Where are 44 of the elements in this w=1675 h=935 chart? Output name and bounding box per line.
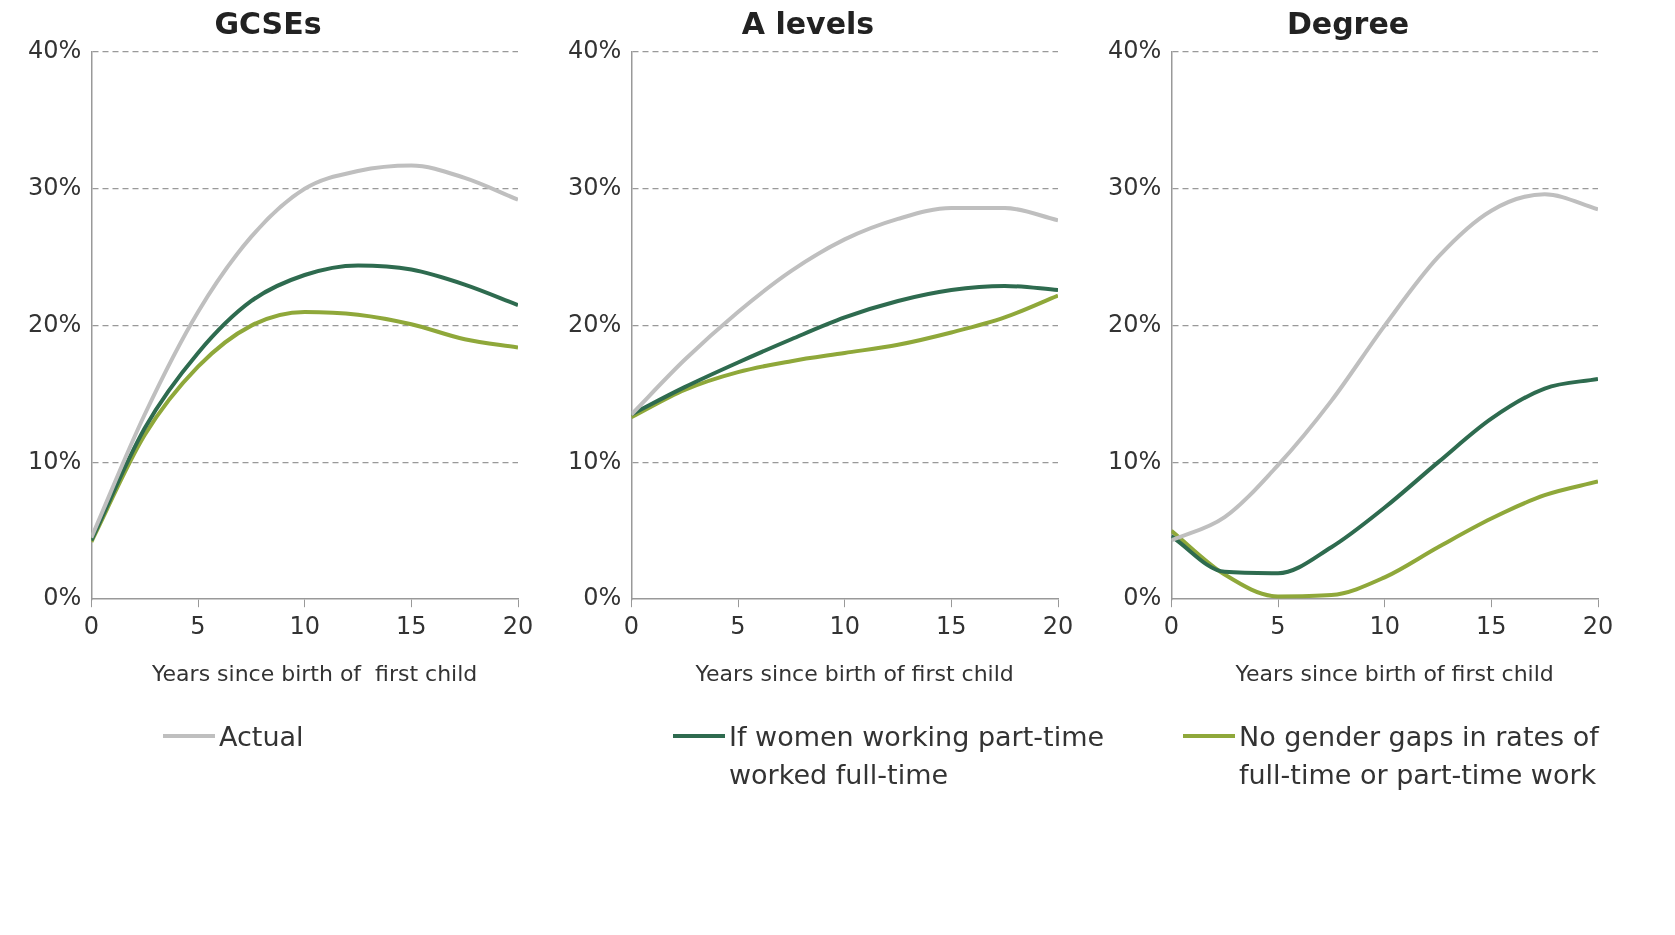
chart-title: GCSEs: [214, 5, 322, 41]
x-tick-label: 20: [1582, 611, 1614, 640]
x-tick-label: 20: [1042, 611, 1074, 640]
y-tick-label: 0%: [583, 583, 622, 612]
y-tick-label: 20%: [1108, 309, 1162, 338]
x-tick-label: 5: [1270, 611, 1286, 640]
x-tick-label: 0: [623, 611, 639, 640]
x-axis-title: Years since birth of first child: [694, 660, 1014, 686]
line-series: [1171, 192, 1598, 543]
y-tick-label: 0%: [43, 583, 82, 612]
legend-label: If women working part-time worked full-time: [729, 720, 1106, 792]
x-tick-label: 20: [502, 611, 534, 640]
y-tick-label: 40%: [28, 36, 82, 65]
line-series: [91, 263, 518, 543]
y-tick-label: 20%: [28, 309, 82, 338]
y-tick-label: 40%: [568, 36, 622, 65]
chart-title: Degree: [1286, 5, 1410, 41]
x-tick-label: 0: [1163, 611, 1179, 640]
x-tick-label: 5: [730, 611, 746, 640]
x-tick-label: 15: [936, 611, 967, 640]
x-tick-label: 10: [289, 611, 320, 640]
y-tick-label: 30%: [28, 173, 82, 202]
y-tick-label: 10%: [28, 446, 82, 475]
x-tick-label: 10: [829, 611, 860, 640]
legend-label: No gender gaps in rates of full-time or part-time work: [1239, 720, 1601, 792]
x-axis-title: Years since birth of first child: [151, 660, 478, 686]
y-tick-label: 40%: [1108, 36, 1162, 65]
x-tick-label: 10: [1369, 611, 1400, 640]
y-tick-label: 0%: [1123, 583, 1162, 612]
x-tick-label: 15: [1476, 611, 1507, 640]
x-tick-label: 5: [190, 611, 206, 640]
line-series: [1171, 376, 1598, 576]
y-tick-label: 20%: [568, 309, 622, 338]
y-tick-label: 10%: [568, 446, 622, 475]
y-tick-label: 30%: [1108, 173, 1162, 202]
x-tick-label: 0: [83, 611, 99, 640]
line-series: [631, 205, 1058, 417]
x-tick-label: 15: [396, 611, 427, 640]
x-axis-title: Years since birth of first child: [1234, 660, 1554, 686]
y-tick-label: 10%: [1108, 446, 1162, 475]
y-tick-label: 30%: [568, 173, 622, 202]
chart-title: A levels: [741, 5, 875, 41]
line-series: [91, 163, 518, 540]
legend-label: Actual: [219, 720, 304, 754]
